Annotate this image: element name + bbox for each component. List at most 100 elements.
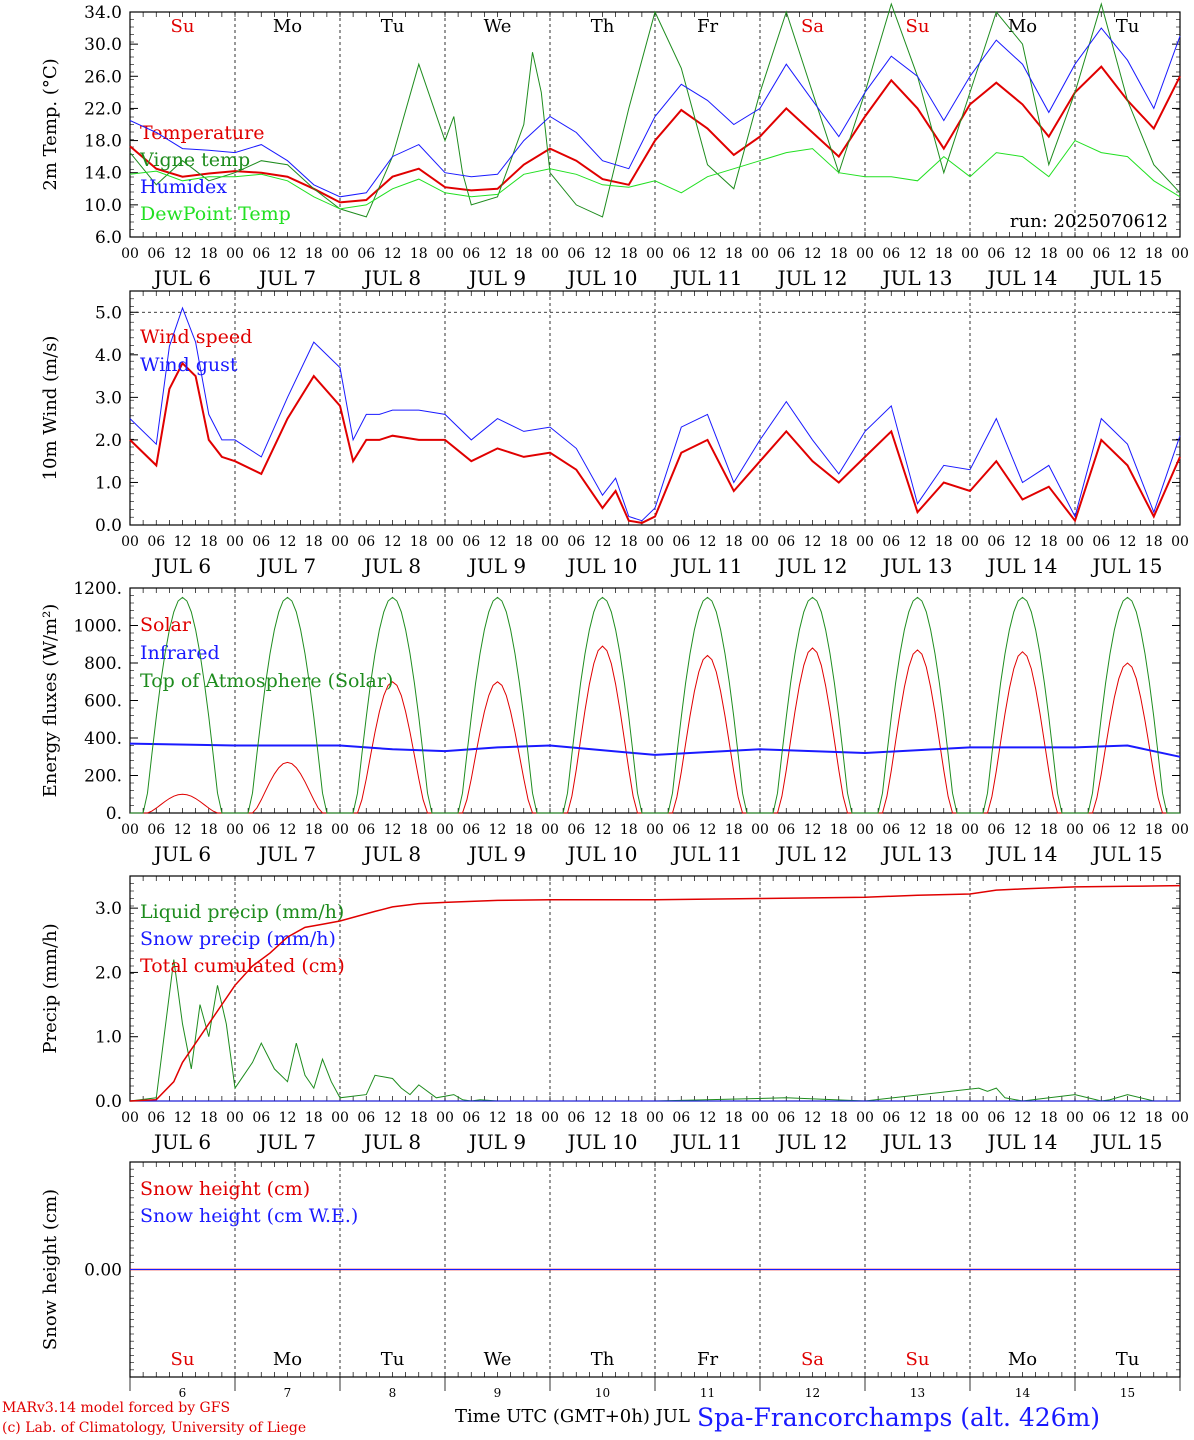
y-axis-label: 10m Wind (m/s) xyxy=(40,336,61,481)
hour-tick-label: 06 xyxy=(567,534,585,550)
weekday-label: Su xyxy=(171,1349,195,1370)
day-number-label: 15 xyxy=(1120,1386,1135,1400)
hour-tick-label: 06 xyxy=(1092,246,1110,262)
hour-tick-label: 12 xyxy=(804,822,822,838)
hour-tick-label: 00 xyxy=(436,822,454,838)
date-label: JUL 14 xyxy=(986,554,1058,578)
y-tick-label: 5.0 xyxy=(95,303,122,323)
date-label: JUL 8 xyxy=(362,842,421,866)
legend-entry: Snow precip (mm/h) xyxy=(140,928,336,950)
date-label: JUL 6 xyxy=(152,266,211,290)
hour-tick-label: 00 xyxy=(1171,1110,1189,1126)
hour-tick-label: 00 xyxy=(331,534,349,550)
hour-tick-label: 06 xyxy=(357,246,375,262)
hour-tick-label: 18 xyxy=(515,1110,533,1126)
hour-tick-label: 18 xyxy=(725,1110,743,1126)
hour-tick-label: 18 xyxy=(620,534,638,550)
date-label: JUL 9 xyxy=(467,842,526,866)
hour-tick-label: 12 xyxy=(174,246,192,262)
hour-tick-label: 12 xyxy=(489,822,507,838)
hour-tick-label: 00 xyxy=(541,534,559,550)
hour-tick-label: 12 xyxy=(1119,534,1137,550)
hour-tick-label: 18 xyxy=(1145,246,1163,262)
y-tick-label: 1000. xyxy=(73,617,122,637)
y-tick-label: 26.0 xyxy=(84,67,122,87)
hour-tick-label: 06 xyxy=(882,822,900,838)
hour-tick-label: 12 xyxy=(594,534,612,550)
hour-tick-label: 06 xyxy=(672,1110,690,1126)
weekday-label: Mo xyxy=(273,16,302,37)
hour-tick-label: 18 xyxy=(410,822,428,838)
hour-tick-label: 00 xyxy=(961,246,979,262)
hour-tick-label: 00 xyxy=(1066,1110,1084,1126)
y-tick-label: 2.0 xyxy=(95,963,122,983)
hour-tick-label: 00 xyxy=(121,1110,139,1126)
y-tick-label: 18.0 xyxy=(84,132,122,152)
y-tick-label: 800. xyxy=(84,654,122,674)
date-label: JUL 8 xyxy=(362,266,421,290)
date-label: JUL 11 xyxy=(671,1130,743,1154)
date-label: JUL 14 xyxy=(986,266,1058,290)
date-label: JUL 12 xyxy=(776,1130,848,1154)
y-tick-label: 400. xyxy=(84,729,122,749)
date-label: JUL 12 xyxy=(776,266,848,290)
y-tick-label: 0.00 xyxy=(84,1261,122,1281)
y-tick-label: 3.0 xyxy=(95,899,122,919)
hour-tick-label: 12 xyxy=(174,534,192,550)
hour-tick-label: 18 xyxy=(305,246,323,262)
date-label: JUL 10 xyxy=(566,554,638,578)
hour-tick-label: 00 xyxy=(436,534,454,550)
weekday-label: We xyxy=(484,1349,512,1370)
hour-tick-label: 00 xyxy=(226,534,244,550)
hour-tick-label: 06 xyxy=(777,534,795,550)
hour-tick-label: 00 xyxy=(226,1110,244,1126)
weekday-label: Mo xyxy=(1008,16,1037,37)
legend-entry: Snow height (cm) xyxy=(140,1178,310,1200)
hour-tick-label: 06 xyxy=(777,1110,795,1126)
hour-tick-label: 12 xyxy=(804,534,822,550)
date-label: JUL 10 xyxy=(566,842,638,866)
hour-tick-label: 12 xyxy=(384,822,402,838)
weekday-label: Sa xyxy=(801,16,824,37)
hour-tick-label: 12 xyxy=(1014,534,1032,550)
legend-entry: Snow height (cm W.E.) xyxy=(140,1205,358,1227)
hour-tick-label: 18 xyxy=(830,246,848,262)
hour-tick-label: 06 xyxy=(882,246,900,262)
hour-tick-label: 12 xyxy=(279,822,297,838)
hour-tick-label: 12 xyxy=(384,246,402,262)
hour-tick-label: 18 xyxy=(620,246,638,262)
y-tick-label: 0.0 xyxy=(95,1092,122,1112)
hour-tick-label: 12 xyxy=(594,246,612,262)
hour-tick-label: 00 xyxy=(1066,534,1084,550)
hour-tick-label: 00 xyxy=(961,1110,979,1126)
y-tick-label: 3.0 xyxy=(95,388,122,408)
hour-tick-label: 18 xyxy=(515,822,533,838)
hour-tick-label: 12 xyxy=(489,246,507,262)
hour-tick-label: 06 xyxy=(672,822,690,838)
date-label: JUL 15 xyxy=(1091,554,1163,578)
hour-tick-label: 00 xyxy=(1171,822,1189,838)
date-label: JUL 11 xyxy=(671,266,743,290)
run-label: run: 2025070612 xyxy=(1010,211,1168,232)
time-axis-label: Time UTC (GMT+0h) JUL xyxy=(455,1406,690,1427)
date-label: JUL 14 xyxy=(986,842,1058,866)
hour-tick-label: 00 xyxy=(121,822,139,838)
y-tick-label: 0. xyxy=(106,804,122,824)
series-line-dewpoint-temp xyxy=(129,139,1181,210)
hour-tick-label: 18 xyxy=(830,534,848,550)
y-axis-label: Precip (mm/h) xyxy=(40,923,61,1053)
hour-tick-label: 18 xyxy=(305,534,323,550)
hour-tick-label: 18 xyxy=(1145,822,1163,838)
hour-tick-label: 18 xyxy=(935,1110,953,1126)
hour-tick-label: 00 xyxy=(856,534,874,550)
hour-tick-label: 00 xyxy=(856,246,874,262)
hour-tick-label: 06 xyxy=(882,534,900,550)
weekday-label: Tu xyxy=(1116,1349,1140,1370)
y-tick-label: 1200. xyxy=(73,579,122,599)
hour-tick-label: 00 xyxy=(961,822,979,838)
weekday-label: Mo xyxy=(273,1349,302,1370)
legend-entry: Top of Atmosphere (Solar) xyxy=(140,670,393,692)
legend-entry: Wind speed xyxy=(140,326,252,348)
hour-tick-label: 12 xyxy=(489,534,507,550)
hour-tick-label: 06 xyxy=(987,534,1005,550)
